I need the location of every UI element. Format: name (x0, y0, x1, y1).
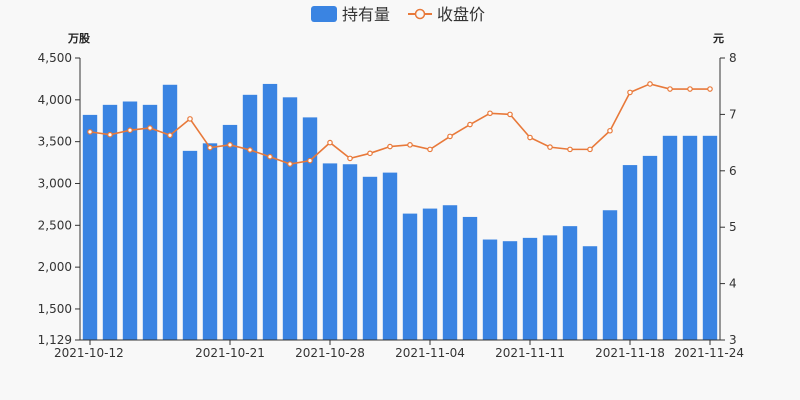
left-tick-label: 3,000 (38, 176, 72, 190)
holdings-bar[interactable] (282, 97, 298, 340)
close-price-point[interactable] (527, 134, 533, 141)
holdings-bar[interactable] (662, 135, 678, 340)
close-price-point[interactable] (267, 153, 273, 160)
holdings-bar[interactable] (642, 155, 658, 340)
close-price-point[interactable] (687, 86, 693, 92)
holdings-bar[interactable] (442, 205, 458, 340)
close-price-point[interactable] (487, 110, 493, 117)
holdings-bar[interactable] (362, 176, 378, 340)
close-price-point[interactable] (207, 144, 213, 151)
left-tick-label: 1,500 (38, 302, 72, 316)
left-tick-label: 4,000 (38, 93, 72, 107)
holdings-bar[interactable] (582, 246, 598, 340)
x-tick-label: 2021-10-12 (54, 346, 124, 360)
holdings-bar[interactable] (402, 213, 418, 340)
close-price-point[interactable] (187, 116, 193, 122)
close-price-point[interactable] (107, 131, 113, 138)
close-price-point[interactable] (87, 129, 93, 135)
close-price-line (87, 81, 713, 167)
right-tick-label: 3 (729, 333, 737, 347)
holdings-bar[interactable] (302, 117, 318, 340)
legend: 持有量 收盘价 (311, 5, 485, 24)
left-axis-unit: 万股 (67, 32, 91, 45)
holdings-bar[interactable] (562, 226, 578, 340)
close-price-point[interactable] (387, 143, 393, 150)
holdings-bar[interactable] (482, 239, 498, 340)
right-tick-label: 5 (729, 220, 737, 234)
close-price-polyline (89, 83, 710, 165)
close-price-point[interactable] (667, 86, 673, 92)
holdings-bar[interactable] (542, 235, 558, 340)
holdings-bar[interactable] (682, 135, 698, 340)
right-tick-label: 4 (729, 277, 737, 291)
x-tick-label: 2021-10-28 (295, 346, 365, 360)
holdings-bar[interactable] (342, 164, 358, 340)
x-tick-label: 2021-11-18 (595, 346, 665, 360)
close-price-point[interactable] (327, 139, 333, 146)
holdings-bar[interactable] (202, 143, 218, 340)
holdings-bar[interactable] (322, 163, 338, 340)
legend-swatch-holdings[interactable] (311, 6, 337, 22)
close-price-point[interactable] (447, 133, 453, 140)
right-tick-label: 6 (729, 164, 737, 178)
close-price-point[interactable] (287, 161, 293, 167)
close-price-point[interactable] (167, 132, 173, 139)
x-tick-label: 2021-11-04 (395, 346, 465, 360)
close-price-point[interactable] (567, 146, 573, 153)
close-price-point[interactable] (127, 127, 133, 133)
close-price-point[interactable] (367, 150, 373, 157)
holdings-bar[interactable] (702, 135, 718, 340)
close-price-point[interactable] (347, 155, 353, 162)
right-tick-label: 8 (729, 51, 737, 65)
x-tick-label: 2021-10-21 (195, 346, 265, 360)
left-tick-label: 2,500 (38, 218, 72, 232)
holdings-bar[interactable] (262, 83, 278, 341)
right-axis-unit: 元 (713, 32, 724, 45)
close-price-point[interactable] (427, 146, 433, 153)
legend-marker-close (414, 8, 426, 20)
close-price-point[interactable] (227, 142, 233, 148)
holdings-bar[interactable] (422, 208, 438, 340)
holdings-bar[interactable] (82, 114, 98, 340)
close-price-point[interactable] (467, 121, 473, 128)
legend-label-close: 收盘价 (437, 5, 485, 24)
holdings-bar[interactable] (182, 150, 198, 340)
right-tick-label: 7 (729, 107, 737, 121)
holdings-bars (82, 83, 718, 341)
close-price-point[interactable] (307, 157, 313, 164)
close-price-point[interactable] (547, 144, 553, 150)
close-price-point[interactable] (407, 142, 413, 148)
left-tick-label: 1,129 (38, 333, 72, 347)
holdings-bar[interactable] (502, 241, 518, 340)
holdings-bar[interactable] (242, 94, 258, 340)
left-tick-label: 3,500 (38, 135, 72, 149)
holdings-bar[interactable] (622, 165, 638, 340)
holdings-bar[interactable] (142, 104, 158, 340)
close-price-point[interactable] (647, 81, 653, 87)
close-price-point[interactable] (627, 89, 633, 96)
close-price-point[interactable] (587, 146, 593, 153)
holdings-bar[interactable] (462, 216, 478, 340)
close-price-point[interactable] (507, 111, 513, 118)
close-price-point[interactable] (147, 125, 153, 131)
close-price-point[interactable] (607, 127, 613, 134)
left-tick-label: 4,500 (38, 51, 72, 65)
holdings-bar[interactable] (102, 104, 118, 340)
x-tick-label: 2021-11-24 (674, 346, 744, 360)
close-price-point[interactable] (707, 86, 713, 92)
left-tick-label: 2,000 (38, 260, 72, 274)
holdings-bar[interactable] (522, 237, 538, 340)
axes: 1,129 1,500 2,000 2,500 3,000 3,500 4,000 4,500… (38, 51, 744, 360)
holdings-bar[interactable] (222, 124, 238, 340)
close-price-point[interactable] (247, 147, 253, 153)
holdings-bar[interactable] (382, 172, 398, 340)
holdings-bar[interactable] (602, 210, 618, 340)
holdings-bar[interactable] (122, 101, 138, 341)
x-tick-label: 2021-11-11 (495, 346, 565, 360)
holdings-bar[interactable] (162, 84, 178, 341)
legend-label-holdings: 持有量 (342, 5, 390, 24)
